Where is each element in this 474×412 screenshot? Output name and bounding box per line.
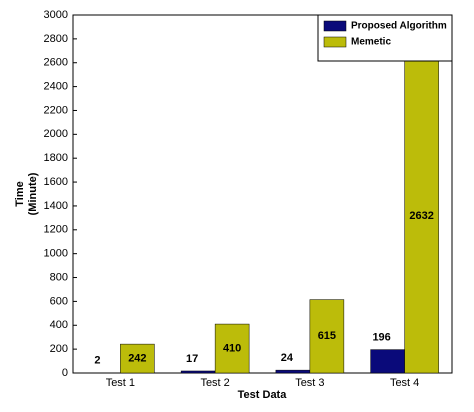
y-tick-label: 1600 bbox=[44, 176, 68, 188]
data-label: 2632 bbox=[409, 210, 433, 222]
y-tick-label: 2800 bbox=[44, 33, 68, 45]
bar bbox=[370, 349, 405, 374]
y-tick-label: 400 bbox=[50, 319, 68, 331]
bar bbox=[309, 299, 345, 374]
bar bbox=[180, 370, 216, 374]
y-axis-label: Time bbox=[14, 181, 26, 206]
y-tick-label: 1200 bbox=[44, 224, 68, 236]
data-label: 2 bbox=[94, 355, 100, 367]
x-tick-label: Test 3 bbox=[295, 377, 324, 389]
y-tick-label: 2400 bbox=[44, 81, 68, 93]
y-tick-label: 200 bbox=[50, 343, 68, 355]
data-label: 24 bbox=[281, 352, 294, 364]
data-label: 615 bbox=[318, 330, 336, 342]
legend-label: Proposed Algorithm bbox=[351, 21, 447, 32]
y-tick-label: 800 bbox=[50, 271, 68, 283]
y-tick-label: 0 bbox=[62, 367, 68, 379]
data-label: 242 bbox=[128, 352, 146, 364]
bar bbox=[404, 58, 439, 374]
y-tick-label: 1000 bbox=[44, 248, 68, 260]
legend-swatch bbox=[323, 36, 347, 48]
data-label: 17 bbox=[186, 353, 198, 365]
bar bbox=[120, 343, 155, 374]
x-tick-label: Test 1 bbox=[106, 377, 135, 389]
data-label: 196 bbox=[372, 332, 390, 344]
y-axis-label: (Minute) bbox=[27, 172, 39, 215]
plot-area bbox=[72, 14, 453, 374]
data-label: 410 bbox=[223, 342, 241, 354]
y-tick-label: 2600 bbox=[44, 57, 68, 69]
y-tick-label: 600 bbox=[50, 295, 68, 307]
bar bbox=[275, 369, 311, 374]
x-tick-label: Test 2 bbox=[200, 377, 229, 389]
y-tick-label: 3000 bbox=[44, 9, 68, 21]
legend-label: Memetic bbox=[351, 37, 391, 48]
legend-swatch bbox=[323, 20, 347, 32]
x-axis-label: Test Data bbox=[238, 389, 288, 401]
y-tick-label: 1800 bbox=[44, 152, 68, 164]
y-tick-label: 1400 bbox=[44, 200, 68, 212]
bar bbox=[214, 323, 250, 374]
y-tick-label: 2000 bbox=[44, 128, 68, 140]
y-tick-label: 2200 bbox=[44, 104, 68, 116]
x-tick-label: Test 4 bbox=[390, 377, 419, 389]
